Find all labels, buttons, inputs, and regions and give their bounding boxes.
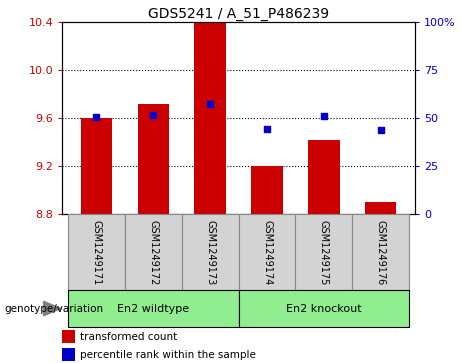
Bar bbox=[251, 166, 283, 214]
Bar bbox=[125, 214, 182, 290]
Bar bbox=[352, 214, 409, 290]
Text: GSM1249173: GSM1249173 bbox=[205, 220, 215, 286]
Point bbox=[207, 101, 214, 106]
Polygon shape bbox=[43, 301, 61, 316]
Text: transformed count: transformed count bbox=[80, 331, 177, 342]
Bar bbox=[62, 348, 75, 361]
Point bbox=[149, 112, 157, 118]
Bar bbox=[68, 214, 125, 290]
Text: En2 knockout: En2 knockout bbox=[286, 303, 362, 314]
Bar bbox=[239, 214, 296, 290]
Point bbox=[263, 126, 271, 131]
Text: GSM1249171: GSM1249171 bbox=[91, 220, 101, 286]
Bar bbox=[308, 140, 340, 214]
Bar bbox=[296, 214, 352, 290]
Bar bbox=[62, 330, 75, 343]
Text: GSM1249175: GSM1249175 bbox=[319, 220, 329, 286]
Text: GSM1249172: GSM1249172 bbox=[148, 220, 158, 286]
Text: percentile rank within the sample: percentile rank within the sample bbox=[80, 350, 256, 360]
Bar bbox=[137, 103, 169, 214]
Text: GSM1249174: GSM1249174 bbox=[262, 220, 272, 286]
Bar bbox=[182, 214, 239, 290]
Point bbox=[93, 114, 100, 120]
Text: genotype/variation: genotype/variation bbox=[5, 303, 104, 314]
Title: GDS5241 / A_51_P486239: GDS5241 / A_51_P486239 bbox=[148, 7, 329, 21]
Bar bbox=[81, 118, 112, 214]
Text: GSM1249176: GSM1249176 bbox=[376, 220, 386, 286]
Point bbox=[320, 114, 328, 119]
Bar bbox=[239, 290, 409, 327]
Text: En2 wildtype: En2 wildtype bbox=[117, 303, 189, 314]
Bar bbox=[365, 202, 396, 214]
Point bbox=[377, 127, 384, 133]
Bar bbox=[68, 290, 239, 327]
Bar bbox=[195, 22, 226, 214]
